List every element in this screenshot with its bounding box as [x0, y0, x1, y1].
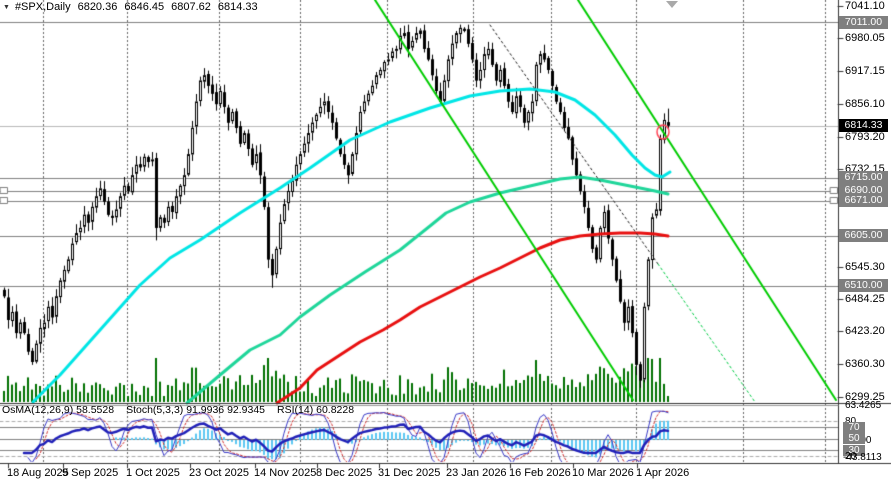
price-axis-label: 6856.10: [845, 97, 885, 110]
indicator-scale-max: 63.4265: [845, 400, 882, 411]
price-axis-label: 7041.10: [845, 0, 885, 13]
indicator-level-tag[interactable]: 70: [843, 421, 865, 433]
date-axis-label: 14 Nov 2025: [254, 467, 317, 479]
stoch-label: Stoch(5,3,3) 91.9936 92.9345: [126, 404, 266, 416]
indicator-labels: OsMA(12,26,9) 58.5528 Stoch(5,3,3) 91.99…: [2, 404, 354, 416]
price-axis-label: 6484.25: [845, 293, 885, 306]
price-axis-label: 6980.05: [845, 32, 885, 45]
date-axis-label: 10 Mar 2026: [572, 467, 634, 479]
price-axis-label: 6793.20: [845, 130, 885, 143]
price-axis-label: 6360.30: [845, 358, 885, 371]
price-level-tag[interactable]: 6671.00: [839, 194, 888, 208]
osma-label: OsMA(12,26,9) 58.5528: [2, 404, 115, 416]
price-axis-label: 6299.25: [845, 390, 885, 403]
price-level-tag[interactable]: 6510.00: [839, 279, 888, 293]
date-axis-label: 8 Dec 2025: [316, 467, 373, 479]
ohlc-low: 6807.62: [171, 1, 211, 13]
date-axis-label: 23 Oct 2025: [189, 467, 249, 479]
rsi-label: RSI(14) 60.8228: [277, 404, 355, 416]
price-level-tag[interactable]: 6715.00: [839, 171, 888, 185]
price-axis-label: 6423.20: [845, 325, 885, 338]
current-price-tag: 6814.33: [839, 119, 888, 132]
chart-title: ▼ #SPX,Daily 6820.36 6846.45 6807.62 681…: [3, 1, 258, 13]
symbol-dropdown-icon[interactable]: ▼: [3, 3, 10, 11]
indicator-scale-min: -43.8113: [843, 452, 882, 463]
symbol-period-label: #SPX,Daily: [14, 1, 71, 13]
price-axis-label: 6545.30: [845, 261, 885, 274]
date-axis-label: 1 Apr 2026: [636, 467, 690, 479]
chart-shift-marker-icon[interactable]: [666, 1, 678, 8]
date-axis-label: 31 Dec 2025: [378, 467, 441, 479]
price-level-tag[interactable]: 6690.00: [839, 184, 888, 198]
date-axis-label: 16 Feb 2026: [509, 467, 571, 479]
date-axis-label: 1 Oct 2025: [126, 467, 180, 479]
price-level-tag[interactable]: 7011.00: [839, 15, 888, 29]
date-axis-label: 18 Aug 2025: [7, 467, 69, 479]
indicator-level-tag[interactable]: 30: [843, 444, 865, 456]
indicator-level-tag[interactable]: 50: [843, 433, 865, 444]
ohlc-high: 6846.45: [124, 1, 165, 13]
price-axis-label: 6917.15: [845, 65, 885, 78]
ohlc-open: 6820.36: [77, 1, 118, 13]
indicator-level-20: 20: [845, 450, 857, 462]
price-level-tag[interactable]: 6605.00: [839, 229, 888, 243]
date-axis-label: 23 Jan 2026: [446, 467, 507, 479]
ohlc-close: 6814.33: [217, 1, 258, 13]
date-axis-label: 9 Sep 2025: [62, 467, 119, 479]
